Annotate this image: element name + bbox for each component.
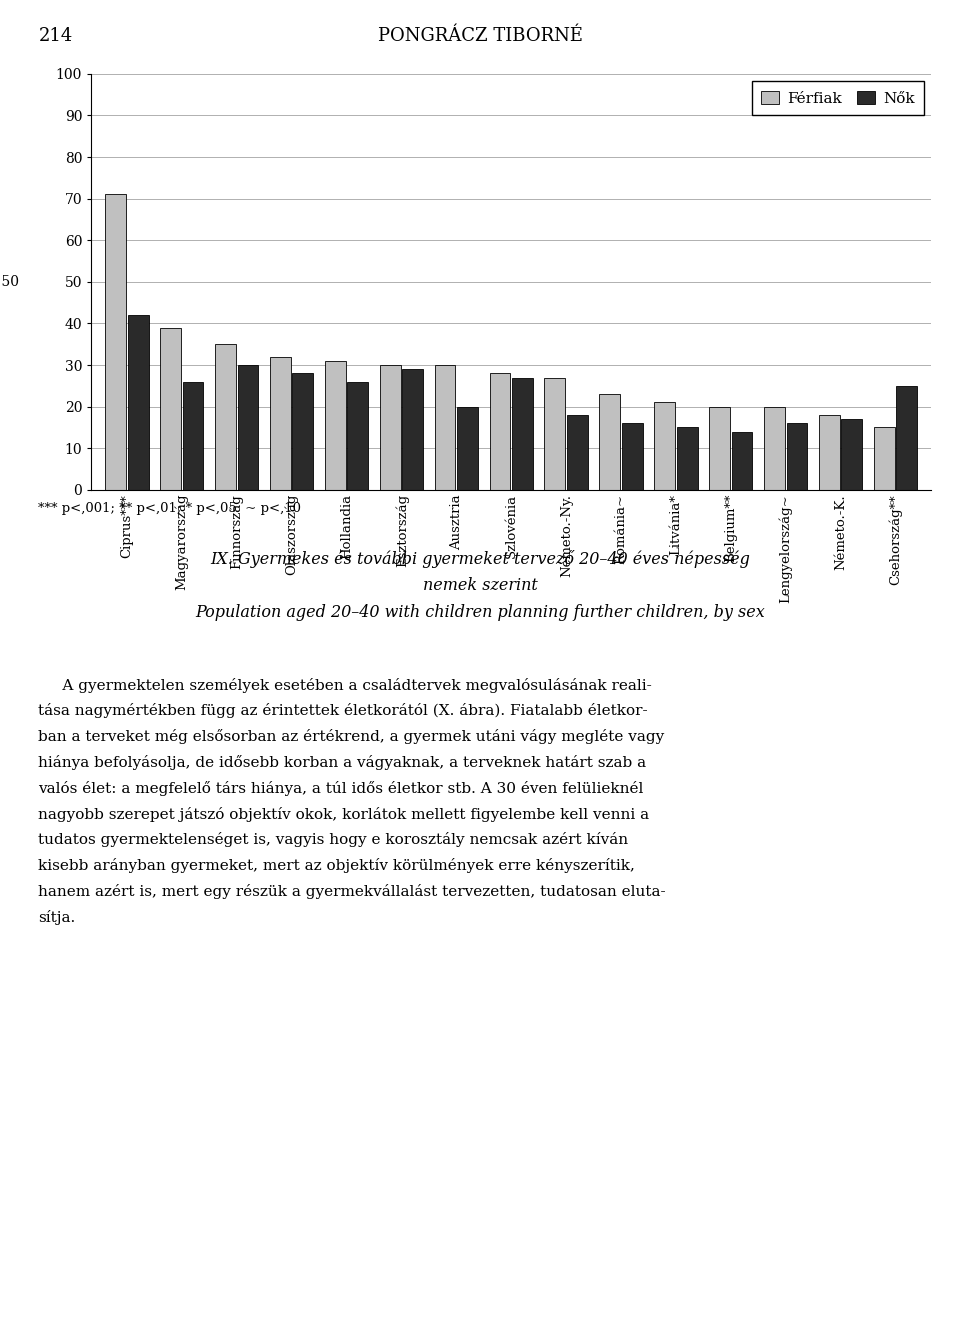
Bar xyxy=(348,381,369,490)
Text: nemek szerint: nemek szerint xyxy=(422,577,538,595)
Bar xyxy=(490,373,511,490)
Bar xyxy=(457,407,478,490)
Bar xyxy=(732,432,753,490)
Bar xyxy=(544,377,565,490)
Text: IX. Gyermekes és további gyermeket tervező 20–40 éves népesség: IX. Gyermekes és további gyermeket terve… xyxy=(210,550,750,568)
Text: hiánya befolyásolja, de idősebb korban a vágyaknak, a terveknek határt szab a: hiánya befolyásolja, de idősebb korban a… xyxy=(38,756,646,770)
Text: PONGRÁCZ TIBORNÉ: PONGRÁCZ TIBORNÉ xyxy=(377,27,583,44)
Bar xyxy=(764,407,785,490)
Bar xyxy=(599,395,620,490)
Bar xyxy=(435,365,455,490)
Text: valós élet: a megfelelő társ hiánya, a túl idős életkor stb. A 30 éven felüliekn: valós élet: a megfelelő társ hiánya, a t… xyxy=(38,781,644,796)
Bar xyxy=(874,427,895,490)
Text: ban a terveket még elsősorban az értékrend, a gyermek utáni vágy megléte vagy: ban a terveket még elsősorban az értékre… xyxy=(38,729,664,745)
Legend: Férfiak, Nők: Férfiak, Nők xyxy=(752,82,924,115)
Bar xyxy=(567,415,588,490)
Text: *** p<,001; ** p<,01; * p<,05  ~ p<,10: *** p<,001; ** p<,01; * p<,05 ~ p<,10 xyxy=(38,502,301,515)
Text: kisebb arányban gyermeket, mert az objektív körülmények erre kényszerítik,: kisebb arányban gyermeket, mert az objek… xyxy=(38,858,636,874)
Text: hanem azért is, mert egy részük a gyermekvállalást tervezetten, tudatosan eluta-: hanem azért is, mert egy részük a gyerme… xyxy=(38,884,666,899)
Bar xyxy=(654,403,675,490)
Text: nagyobb szerepet játszó objektív okok, korlátok mellett figyelembe kell venni a: nagyobb szerepet játszó objektív okok, k… xyxy=(38,807,650,821)
Bar xyxy=(841,419,862,490)
Text: tása nagymértékben függ az érintettek életkorától (X. ábra). Fiatalabb életkor-: tása nagymértékben függ az érintettek él… xyxy=(38,703,648,718)
Bar xyxy=(677,427,698,490)
Bar xyxy=(380,365,400,490)
Bar xyxy=(897,386,917,490)
Bar xyxy=(293,373,313,490)
Bar xyxy=(128,315,149,490)
Text: Population aged 20–40 with children planning further children, by sex: Population aged 20–40 with children plan… xyxy=(195,604,765,621)
Bar xyxy=(622,423,642,490)
Bar xyxy=(215,344,236,490)
Bar xyxy=(106,195,126,490)
Bar xyxy=(402,369,423,490)
Bar xyxy=(709,407,730,490)
Text: A gyermektelen személyek esetében a családtervek megvalósulásának reali-: A gyermektelen személyek esetében a csal… xyxy=(38,678,652,692)
Bar xyxy=(270,357,291,490)
Bar xyxy=(786,423,807,490)
Text: tudatos gyermektelenséget is, vagyis hogy e korosztály nemcsak azért kíván: tudatos gyermektelenséget is, vagyis hog… xyxy=(38,832,629,847)
Bar xyxy=(182,381,204,490)
Bar xyxy=(237,365,258,490)
Bar xyxy=(512,377,533,490)
Text: 214: 214 xyxy=(38,27,73,44)
Bar xyxy=(160,327,181,490)
Bar xyxy=(324,361,346,490)
Text: sítja.: sítja. xyxy=(38,910,76,925)
Bar xyxy=(819,415,840,490)
Text: % 50: % 50 xyxy=(0,275,19,289)
